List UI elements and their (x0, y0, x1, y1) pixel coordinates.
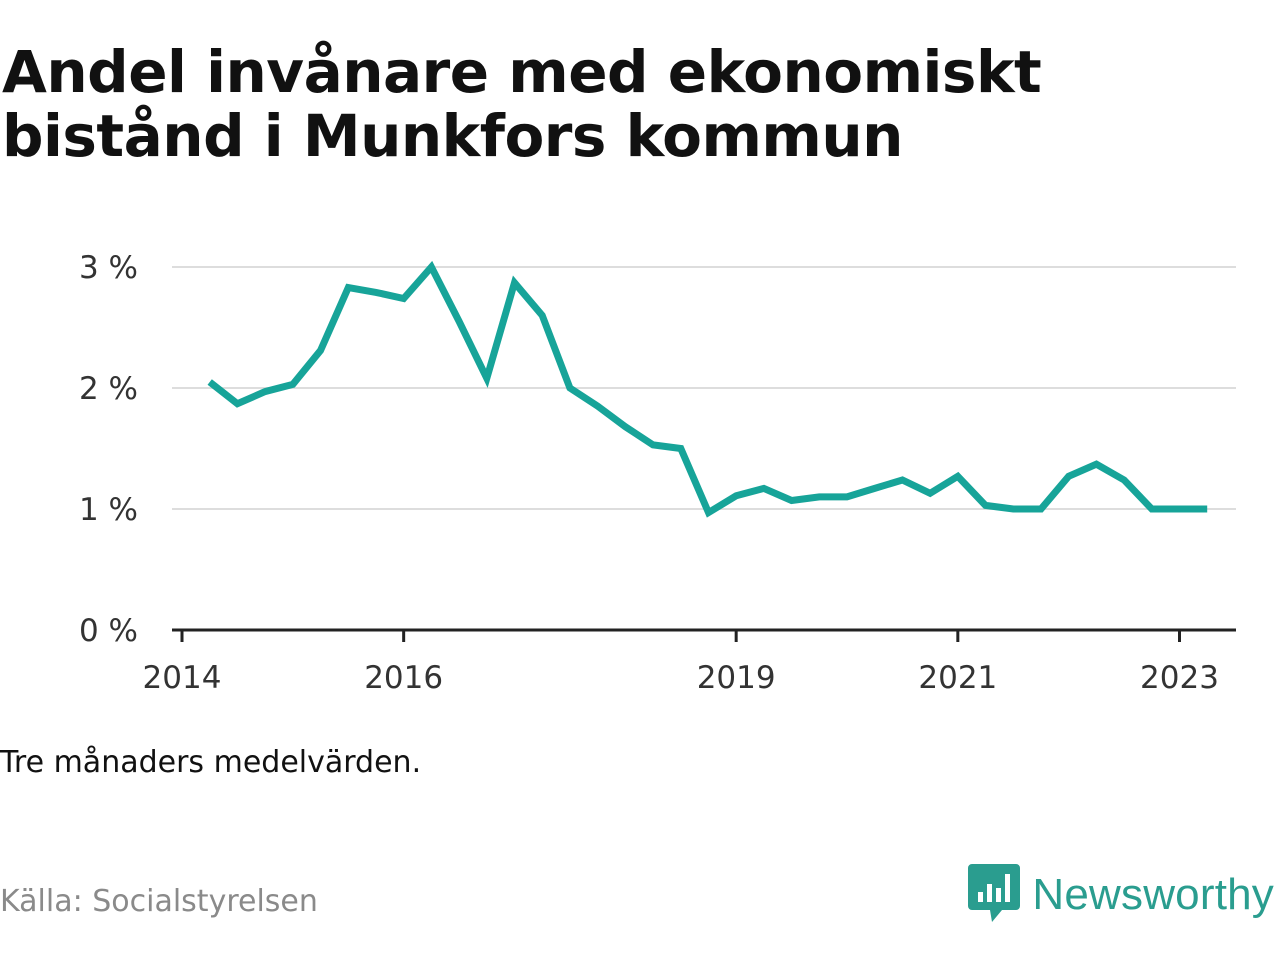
y-tick-label: 1 % (79, 492, 138, 528)
bar-chart-speech-bubble-icon (968, 862, 1021, 928)
x-tick-label: 2014 (143, 660, 222, 696)
line-chart: 0 % 1 % 2 % 3 % 2014 2016 2019 2021 2023 (79, 250, 1236, 696)
x-tick-label: 2019 (697, 660, 776, 696)
x-tick-label: 2021 (918, 660, 997, 696)
chart-title: Andel invånare med ekonomiskt bistånd i … (2, 38, 1042, 170)
brand-logo: Newsworthy (968, 862, 1274, 928)
y-axis: 0 % 1 % 2 % 3 % (79, 250, 138, 649)
brand-name: Newsworthy (1032, 870, 1274, 919)
source-credit: Källa: Socialstyrelsen (0, 884, 318, 919)
series-line (207, 260, 1208, 518)
y-tick-label: 3 % (79, 250, 138, 286)
y-tick-label: 0 % (79, 613, 138, 649)
series-layer (207, 260, 1208, 518)
y-tick-label: 2 % (79, 371, 138, 407)
x-tick-label: 2016 (364, 660, 443, 696)
x-axis: 2014 2016 2019 2021 2023 (143, 628, 1236, 696)
x-tick-label: 2023 (1140, 660, 1219, 696)
chart-note: Tre månaders medelvärden. (0, 745, 422, 780)
